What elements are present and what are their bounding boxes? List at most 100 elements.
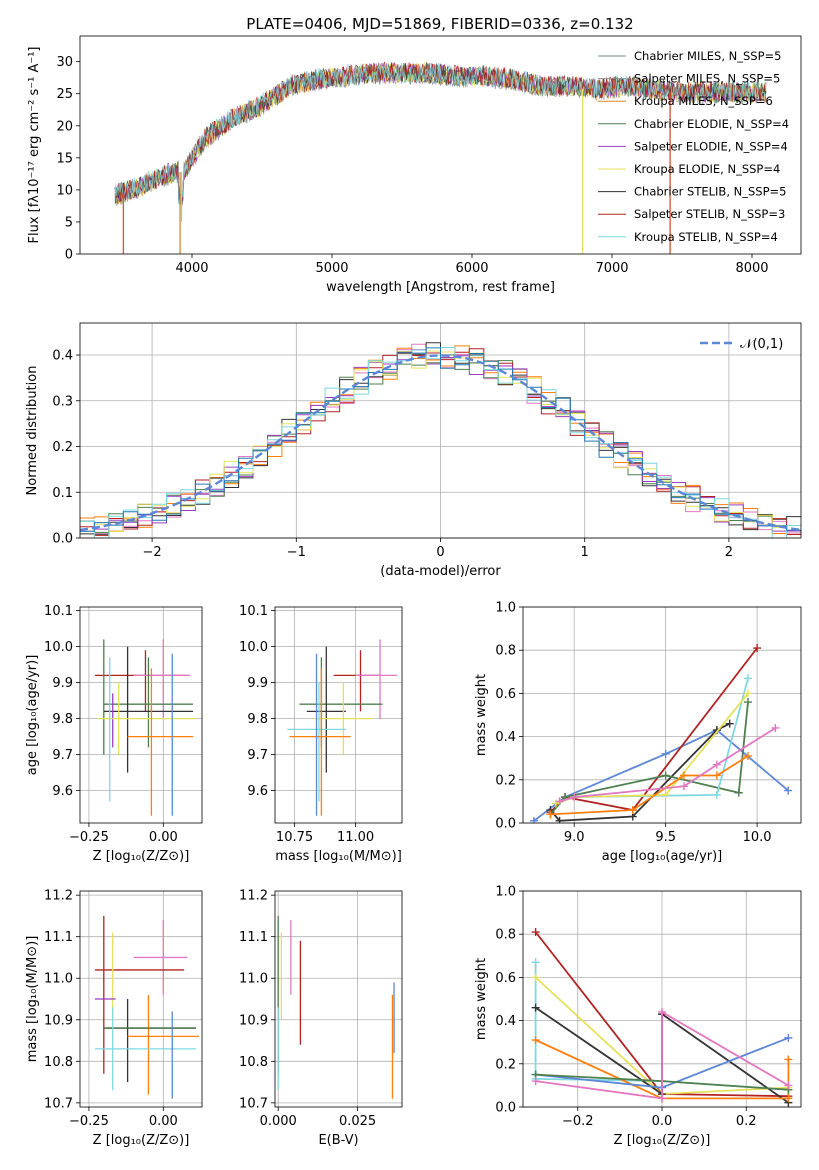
legend-entry: Chabrier STELIB, N_SSP=5 — [634, 185, 786, 199]
weight-marker — [679, 782, 688, 791]
y-tick-label: 5 — [65, 215, 73, 230]
y-axis-label: mass weight — [474, 958, 489, 1040]
weight-marker — [658, 1094, 666, 1103]
x-tick-label: 1 — [581, 545, 589, 560]
y-tick-label: 10.9 — [239, 1013, 268, 1028]
y-tick-label: 0 — [65, 248, 73, 263]
x-tick-label: −1 — [287, 545, 306, 560]
y-tick-label: 0.0 — [495, 1101, 516, 1116]
x-tick-label: 0.000 — [260, 1114, 297, 1129]
x-axis-label: E(B-V) — [318, 1133, 358, 1148]
y-tick-label: 0.4 — [52, 349, 73, 364]
weight-marker — [570, 793, 579, 802]
x-tick-label: 2 — [725, 545, 733, 560]
x-axis-label: mass [log₁₀(M/M⊙)] — [275, 849, 402, 864]
weight-marker — [679, 771, 688, 780]
x-axis-label: Z [log₁₀(Z/Z⊙)] — [614, 1133, 711, 1148]
legend-entry: Chabrier ELODIE, N_SSP=4 — [634, 117, 789, 131]
weight-line — [549, 647, 758, 813]
y-tick-label: 9.9 — [52, 676, 73, 691]
weight-marker — [661, 749, 670, 758]
weight-marker — [784, 786, 793, 795]
axes-frame-mass-vs-EBV — [274, 890, 403, 1108]
x-tick-label: 9.0 — [564, 830, 585, 845]
weight-line — [535, 1039, 790, 1100]
panel-weight-vs-Z: −0.2 0.0 0.2 0.0 0.2 0.4 0.6 0.8 1.0 Z [log₁₀(Z/Z… — [474, 885, 802, 1148]
x-tick-label: −0.25 — [69, 1114, 109, 1129]
weight-line — [535, 1010, 789, 1100]
y-tick-label: 0.0 — [495, 817, 516, 832]
x-tick-label: 0.0 — [652, 1114, 673, 1129]
weight-marker — [531, 1077, 540, 1086]
weight-marker — [784, 1094, 793, 1103]
x-axis-label: Z [log₁₀(Z/Z⊙)] — [93, 849, 190, 864]
y-tick-label: 0.2 — [495, 1057, 516, 1072]
y-tick-label: 9.9 — [247, 676, 268, 691]
y-tick-label: 0.4 — [495, 1014, 516, 1029]
y-tick-label: 11.1 — [239, 930, 268, 945]
x-axis-label: Z [log₁₀(Z/Z⊙)] — [93, 1133, 190, 1148]
spectrum-line — [114, 62, 767, 204]
legend-entry: 𝒩(0,1) — [740, 337, 783, 352]
plot-area-mass-vs-EBV — [277, 915, 395, 1099]
y-tick-label: 9.8 — [52, 712, 73, 727]
y-tick-label: 9.8 — [247, 712, 268, 727]
legend-entry: Salpeter MILES, N_SSP=5 — [634, 72, 780, 86]
legend-entry: Chabrier MILES, N_SSP=5 — [634, 49, 781, 63]
y-tick-label: 0.2 — [52, 440, 73, 455]
y-tick-label: 11.0 — [44, 972, 73, 987]
panel-spectrum: 4000 5000 6000 7000 8000 0 5 10 15 20 25 30 waveleng… — [27, 35, 802, 295]
y-tick-label: 9.7 — [52, 748, 73, 763]
y-tick-label: 0.8 — [495, 928, 516, 943]
y-tick-label: 0.8 — [495, 644, 516, 659]
x-axis-label: wavelength [Angstrom, rest frame] — [326, 280, 555, 295]
weight-marker — [661, 771, 670, 780]
plot-area-mass-vs-Z — [94, 915, 200, 1099]
legend-entry: Salpeter ELODIE, N_SSP=4 — [634, 139, 788, 153]
y-tick-label: 10.8 — [44, 1055, 73, 1070]
weight-marker — [628, 806, 637, 815]
y-tick-label: 15 — [56, 151, 73, 166]
weight-marker — [661, 790, 670, 799]
legend-entry: Kroupa ELODIE, N_SSP=4 — [634, 162, 780, 176]
y-tick-label: 9.6 — [52, 784, 73, 799]
legend: Chabrier MILES, N_SSP=5 Salpeter MILES, N… — [598, 49, 789, 244]
weight-marker — [555, 797, 564, 806]
panel-mass-vs-Z: −0.25 0.00 10.7 10.8 10.9 11.0 11.1 11.2 Z [log₁… — [25, 889, 203, 1148]
axes-frame-residuals — [79, 322, 802, 539]
weight-marker — [531, 958, 540, 967]
x-tick-label: 9.5 — [655, 830, 676, 845]
x-axis-label: age [log₁₀(age/yr)] — [602, 849, 723, 864]
panel-mass-vs-EBV: 0.000 0.025 10.7 10.8 10.9 11.0 11.1 11.2 E(B-V) — [239, 889, 403, 1148]
y-axis-label: Flux [fλ10⁻¹⁷ erg cm⁻² s⁻¹ A⁻¹] — [27, 47, 42, 244]
histogram-step — [80, 347, 801, 532]
x-tick-label: −0.25 — [69, 830, 109, 845]
weight-marker — [734, 788, 743, 797]
x-tick-label: 6000 — [455, 261, 488, 276]
axes-frame-age-vs-mass — [274, 606, 403, 824]
x-tick-label: −2 — [143, 545, 162, 560]
x-tick-label: −0.2 — [562, 1114, 594, 1129]
weight-marker — [531, 928, 540, 937]
panel-weight-vs-age: 9.0 9.5 10.0 0.0 0.2 0.4 0.6 0.8 1.0 age [log₁₀(a… — [474, 601, 802, 864]
y-tick-label: 10.7 — [239, 1096, 268, 1111]
weight-marker — [743, 698, 752, 707]
weight-marker — [743, 752, 752, 761]
y-tick-label: 0.1 — [52, 486, 73, 501]
x-axis-label: (data-model)/error — [380, 564, 501, 579]
axes-frame-weight-vs-age — [522, 606, 802, 824]
y-tick-label: 9.7 — [247, 748, 268, 763]
weight-marker — [529, 816, 538, 823]
y-tick-label: 1.0 — [495, 601, 516, 616]
weight-marker — [784, 1081, 793, 1090]
y-axis-label: mass weight — [474, 674, 489, 756]
plot-area-weight-vs-age — [529, 644, 793, 823]
x-tick-label: 10.75 — [276, 830, 313, 845]
plot-area-spectrum — [114, 61, 767, 254]
x-tick-label: 0.2 — [736, 1114, 757, 1129]
legend-entry: Salpeter STELIB, N_SSP=3 — [634, 207, 785, 221]
y-tick-label: 0.6 — [495, 971, 516, 986]
y-axis-label: age [log₁₀(age/yr)] — [25, 655, 40, 776]
weight-marker — [743, 689, 752, 698]
